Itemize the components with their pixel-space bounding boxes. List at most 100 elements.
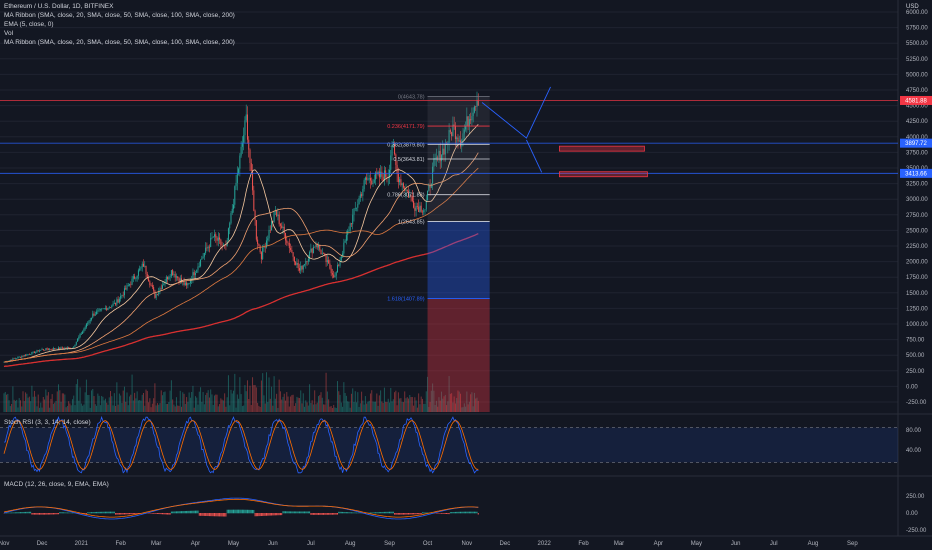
volume-bar bbox=[129, 396, 131, 412]
candle-body bbox=[291, 249, 293, 253]
candle-body bbox=[141, 263, 143, 268]
candle-body bbox=[378, 171, 380, 178]
macd-histogram-bar bbox=[210, 513, 212, 517]
volume-bar bbox=[17, 407, 19, 412]
macd-histogram-bar bbox=[260, 513, 262, 516]
candle-body bbox=[453, 124, 455, 127]
price-axis-label: 4750.00 bbox=[906, 88, 928, 94]
candle-body bbox=[467, 116, 469, 127]
target-box bbox=[559, 145, 645, 152]
indicator-legend-ema[interactable]: EMA (5, close, 0) bbox=[4, 21, 54, 28]
candle-body bbox=[310, 248, 312, 252]
indicator-legend-ma-ribbon[interactable]: MA Ribbon (SMA, close, 20, SMA, close, 5… bbox=[4, 12, 235, 19]
volume-bar bbox=[354, 391, 356, 412]
candle-body bbox=[116, 299, 118, 305]
currency-label: USD bbox=[906, 4, 919, 10]
volume-bar bbox=[378, 395, 380, 412]
macd-histogram-bar bbox=[447, 513, 449, 515]
candle-body bbox=[325, 255, 327, 263]
macd-histogram-bar bbox=[443, 513, 445, 514]
macd-histogram-bar bbox=[357, 512, 359, 514]
macd-histogram-bar bbox=[302, 511, 304, 514]
candle-body bbox=[315, 244, 317, 247]
candle-body bbox=[155, 294, 157, 298]
volume-bar bbox=[178, 405, 180, 412]
candle-body bbox=[414, 207, 416, 211]
macd-histogram-bar bbox=[333, 513, 335, 515]
candle-body bbox=[279, 224, 281, 226]
volume-bar bbox=[175, 397, 177, 412]
macd-histogram-bar bbox=[470, 511, 472, 514]
macd-histogram-bar bbox=[226, 509, 228, 514]
macd-histogram-bar bbox=[453, 511, 455, 514]
candle-body bbox=[227, 228, 229, 241]
volume-bar bbox=[410, 397, 412, 412]
macd-histogram-bar bbox=[186, 510, 188, 514]
macd-histogram-bar bbox=[340, 511, 342, 514]
rsi-axis-label: 40.00 bbox=[906, 448, 922, 454]
macd-histogram-bar bbox=[477, 513, 479, 515]
candle-body bbox=[33, 351, 35, 353]
candle-body bbox=[170, 270, 172, 277]
volume-bar bbox=[423, 403, 425, 412]
macd-histogram-bar bbox=[130, 513, 132, 515]
candle-body bbox=[267, 238, 269, 241]
macd-histogram-bar bbox=[296, 511, 298, 514]
candle-body bbox=[405, 189, 407, 191]
macd-histogram-bar bbox=[241, 509, 243, 514]
candle-body bbox=[305, 260, 307, 265]
volume-bar bbox=[132, 400, 134, 412]
candle-body bbox=[26, 354, 28, 356]
macd-histogram-bar bbox=[395, 513, 397, 515]
volume-bar bbox=[220, 398, 222, 412]
candle-body bbox=[208, 246, 210, 248]
candle-body bbox=[259, 245, 261, 253]
macd-histogram-bar bbox=[467, 511, 469, 514]
macd-histogram-bar bbox=[193, 510, 195, 514]
candle-body bbox=[276, 210, 278, 216]
volume-bar bbox=[281, 399, 283, 412]
volume-bar bbox=[79, 387, 81, 412]
indicator-legend-ma-ribbon-2[interactable]: MA Ribbon (SMA, close, 20, SMA, close, 5… bbox=[4, 39, 235, 46]
candle-body bbox=[215, 234, 217, 238]
volume-bar bbox=[424, 403, 426, 412]
macd-histogram-bar bbox=[85, 513, 87, 514]
price-axis-label: 2750.00 bbox=[906, 213, 928, 219]
candle-body bbox=[375, 172, 377, 180]
candle-body bbox=[69, 347, 71, 349]
candle-body bbox=[146, 273, 148, 279]
candle-body bbox=[151, 285, 153, 288]
rsi-axis-label: 80.00 bbox=[906, 428, 922, 434]
volume-bar bbox=[156, 403, 158, 412]
macd-histogram-bar bbox=[212, 513, 214, 517]
macd-histogram-bar bbox=[213, 513, 215, 517]
volume-bar bbox=[373, 401, 375, 412]
candle-body bbox=[103, 308, 105, 309]
volume-bar bbox=[39, 407, 41, 412]
macd-legend[interactable]: MACD (12, 26, close, 9, EMA, EMA) bbox=[4, 481, 109, 488]
macd-histogram-bar bbox=[101, 511, 103, 514]
candle-body bbox=[167, 276, 169, 280]
candle-body bbox=[401, 183, 403, 186]
volume-bar bbox=[470, 394, 472, 412]
candle-body bbox=[369, 178, 371, 181]
indicator-legend-vol[interactable]: Vol bbox=[4, 30, 14, 37]
candle-body bbox=[149, 281, 151, 286]
stoch-rsi-legend[interactable]: Stoch RSI (3, 3, 14, 14, close) bbox=[4, 419, 91, 426]
candle-body bbox=[356, 207, 358, 209]
volume-bar bbox=[179, 390, 181, 412]
macd-histogram-bar bbox=[291, 511, 293, 514]
volume-bar bbox=[52, 403, 54, 412]
candle-body bbox=[252, 171, 254, 191]
candle-body bbox=[221, 244, 223, 246]
volume-bar bbox=[278, 379, 280, 412]
volume-bar bbox=[325, 372, 327, 412]
volume-bar bbox=[153, 398, 155, 412]
candle-body bbox=[172, 270, 174, 276]
candle-body bbox=[60, 347, 62, 350]
candle-body bbox=[139, 268, 141, 271]
candle-body bbox=[300, 265, 302, 271]
volume-bar bbox=[435, 400, 437, 412]
chart-title: Ethereum / U.S. Dollar, 1D, BITFINEX bbox=[4, 3, 114, 10]
